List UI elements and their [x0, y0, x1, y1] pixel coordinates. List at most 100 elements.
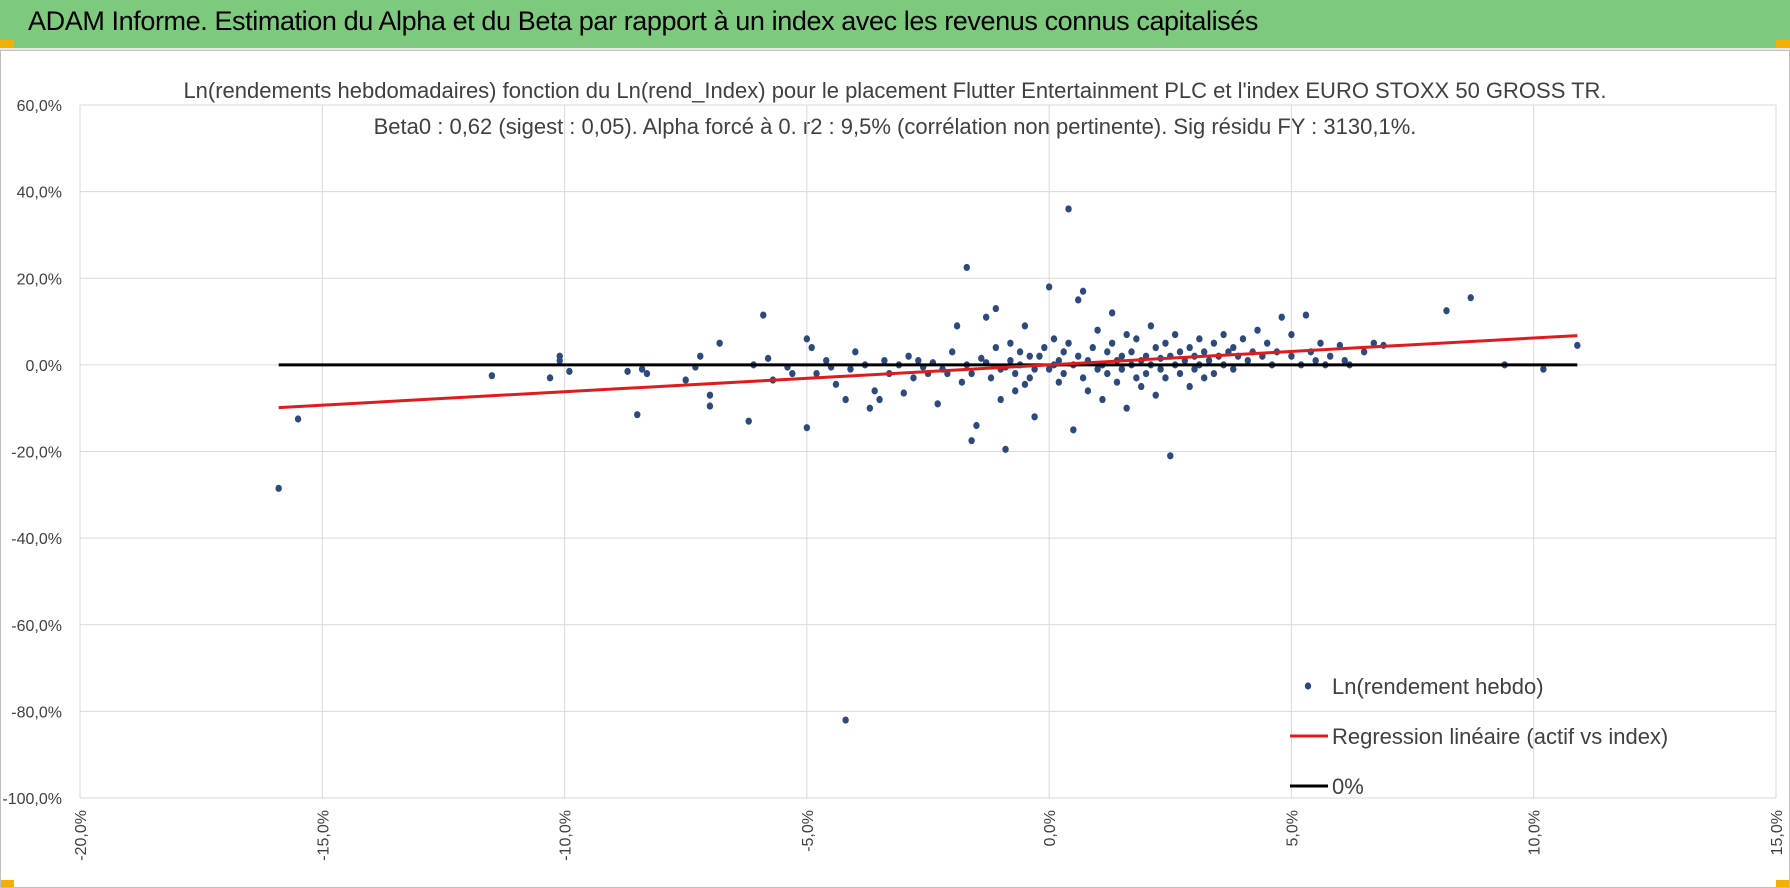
data-point [1089, 343, 1096, 352]
data-point [1220, 330, 1227, 339]
y-tick-label: -40,0% [11, 531, 62, 548]
data-point [1176, 369, 1184, 378]
data-point [1007, 339, 1014, 347]
data-point [1196, 335, 1203, 343]
data-point [566, 367, 573, 375]
data-point [1205, 356, 1213, 365]
data-point [1201, 348, 1208, 356]
data-point [1079, 287, 1087, 295]
data-point [1012, 387, 1019, 395]
x-tick-label: -5,0% [800, 810, 817, 852]
data-point [638, 365, 646, 373]
data-point [852, 348, 859, 356]
data-point [1176, 348, 1184, 356]
regression-line [278, 334, 1578, 410]
data-point [1186, 382, 1193, 391]
y-tick-label: -60,0% [11, 618, 62, 635]
data-point [1230, 343, 1237, 352]
data-point [1031, 365, 1038, 373]
y-tick-label: 20,0% [17, 271, 62, 288]
data-point [1104, 348, 1111, 356]
data-point [1021, 380, 1029, 388]
data-point [1118, 352, 1126, 360]
data-point [1467, 294, 1474, 302]
data-point [294, 415, 302, 423]
corner-marker-top-right [1776, 40, 1790, 48]
data-point [1191, 365, 1198, 373]
data-point [953, 322, 961, 330]
data-point [1312, 356, 1319, 365]
legend-label: 0% [1332, 774, 1364, 799]
x-tick-label: 5,0% [1284, 810, 1301, 846]
legend-marker-points [1304, 682, 1312, 690]
data-point [1326, 352, 1334, 360]
data-point [1167, 452, 1174, 460]
data-point [1574, 341, 1581, 349]
data-point [1254, 326, 1261, 334]
data-point [1360, 348, 1368, 356]
data-point [1079, 374, 1087, 382]
y-tick-label: 40,0% [17, 185, 62, 202]
y-tick-label: 60,0% [17, 98, 62, 115]
data-point [992, 304, 1000, 313]
data-point [1026, 352, 1033, 360]
data-point [1162, 339, 1169, 347]
data-point [1007, 356, 1014, 365]
data-point [1113, 378, 1121, 386]
data-point [1142, 369, 1150, 378]
legend-label: Regression linéaire (actif vs index) [1332, 724, 1668, 749]
data-point [803, 424, 811, 432]
data-point [982, 313, 990, 321]
data-point [934, 400, 941, 408]
data-point [987, 374, 995, 382]
data-point [1094, 365, 1101, 373]
data-point [643, 369, 651, 378]
y-tick-label: -20,0% [11, 445, 62, 462]
data-point [1157, 365, 1164, 373]
data-point [1055, 378, 1063, 386]
data-point [992, 343, 1000, 352]
corner-marker-top-left [0, 40, 14, 48]
data-point [1152, 391, 1159, 399]
data-point [546, 374, 554, 382]
data-point [847, 365, 854, 373]
data-point [745, 417, 752, 425]
data-point [1026, 374, 1033, 382]
x-tick-label: 10,0% [1527, 810, 1544, 855]
data-point [968, 437, 975, 445]
data-point [1171, 330, 1179, 339]
data-point [1210, 369, 1218, 378]
data-point [634, 411, 641, 419]
data-point [876, 395, 883, 404]
data-point [716, 339, 723, 347]
data-point [1002, 445, 1009, 453]
data-point [1264, 339, 1271, 347]
data-point [1443, 307, 1450, 315]
report-title: ADAM Informe. Estimation du Alpha et du … [28, 6, 1259, 36]
data-point [1094, 326, 1101, 334]
y-tick-label: -100,0% [2, 791, 62, 808]
data-point [682, 376, 689, 384]
data-point [1128, 348, 1135, 356]
data-point [1370, 339, 1378, 347]
data-point [1152, 343, 1159, 352]
legend: Ln(rendement hebdo) Regression linéaire (… [1290, 674, 1668, 799]
y-tick-label: 0,0% [26, 358, 62, 375]
data-point [275, 484, 282, 492]
data-point [1123, 404, 1130, 412]
data-point [900, 389, 907, 397]
data-point [1075, 296, 1082, 304]
data-point [808, 343, 815, 352]
data-point [1138, 382, 1145, 391]
data-point [1288, 330, 1295, 339]
data-point [968, 369, 975, 378]
data-point [910, 374, 917, 382]
data-point [1147, 322, 1155, 330]
x-tick-label: -10,0% [558, 810, 575, 861]
x-tick-label: 0,0% [1042, 810, 1059, 846]
chart-title: Ln(rendements hebdomadaires) fonction du… [183, 78, 1607, 103]
data-point [1016, 348, 1024, 356]
data-point [1162, 374, 1169, 382]
data-point [803, 335, 811, 343]
data-point [1060, 348, 1067, 356]
